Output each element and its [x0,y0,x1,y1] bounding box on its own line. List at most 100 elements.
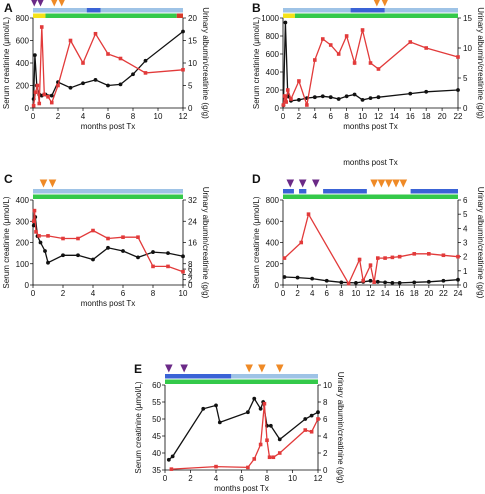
treatment-bar-segment [283,8,351,13]
y-right-tick-label: 20 [188,14,197,23]
creatinine-point [441,278,446,283]
treatment-bar-segment [165,379,318,384]
creatinine-point [245,410,250,415]
y-right-tick-label: 6 [463,196,468,205]
creatinine-point [91,257,95,262]
treatment-bar-segment [283,13,295,18]
albumin-point [81,61,85,65]
albumin-point [383,256,387,260]
treatment-arrow-icon [312,179,320,188]
albumin-point [408,40,413,44]
creatinine-point [143,58,148,63]
creatinine-point [375,279,380,284]
creatinine-point [282,275,287,279]
albumin-point [32,208,37,213]
treatment-arrow-icon [392,179,400,188]
albumin-point [456,254,460,259]
albumin-point [106,52,110,56]
y-right-tick-label: 0 [463,104,468,113]
panel-letter: E [134,362,142,376]
albumin-point [68,38,73,43]
panel-letter: D [252,172,261,186]
x-axis-title: months post Tx [214,484,269,493]
treatment-arrow-icon [373,0,380,7]
albumin-point [46,94,50,99]
x-tick-label: 16 [395,289,404,298]
creatinine-point [383,280,387,285]
y-right-tick-label: 10 [323,381,332,390]
y-right-tick-label: 3 [463,239,468,248]
x-tick-label: 6 [329,112,334,121]
y-right-tick-label: 0 [323,466,328,475]
albumin-point [121,235,125,239]
y-left-tick-label: 600 [16,37,30,46]
albumin-point [136,235,140,239]
creatinine-line [32,30,184,100]
x-tick-label: 8 [339,289,344,298]
y-right-tick-label: 15 [188,37,197,46]
albumin-point [375,256,380,260]
creatinine-point [412,280,417,285]
creatinine-point [252,396,257,401]
x-tick-label: 24 [454,289,463,298]
creatinine-point [344,94,349,99]
x-tick-label: 2 [61,289,66,298]
albumin-point [368,263,373,267]
x-tick-label: 12 [366,289,375,298]
treatment-arrow-icon [286,179,295,188]
creatinine-point [151,250,155,254]
albumin-point [33,90,38,95]
x-tick-label: 2 [56,112,61,121]
treatment-arrow-icon [381,0,388,7]
treatment-arrow-icon [51,0,58,7]
y-right-tick-label: 2 [323,449,328,458]
albumin-point [262,401,267,406]
x-tick-label: 0 [281,289,286,298]
treatment-bar-segment [231,374,318,379]
y-left-tick-label: 600 [266,50,280,59]
y-left-axis-title: Serum creatinine (μmol/L) [134,381,143,474]
albumin-point [106,236,110,241]
albumin-point [214,464,218,469]
creatinine-point [49,93,54,98]
albumin-point [34,230,38,234]
x-tick-label: 22 [454,112,463,121]
x-tick-label: 18 [422,112,431,121]
treatment-arrow-icon [298,179,307,188]
albumin-point [35,83,40,88]
creatinine-point [38,240,43,245]
albumin-point [320,37,325,41]
y-left-axis-title: Serum creatinine (μmol/L) [252,196,261,289]
y-left-tick-label: 400 [16,59,30,68]
albumin-point [118,56,123,61]
treatment-bar-segment [86,8,101,13]
albumin-point [31,103,36,108]
x-tick-label: 6 [325,289,330,298]
creatinine-point [118,82,123,87]
albumin-point [289,97,293,101]
y-left-tick-label: 200 [266,86,280,95]
x-axis-title: months post Tx [81,299,136,308]
x-tick-label: 12 [179,112,188,121]
treatment-bar-segment [283,189,294,194]
albumin-point [181,269,185,274]
albumin-point [169,467,174,471]
x-tick-label: 0 [31,289,36,298]
treatment-bar-segment [45,13,177,18]
albumin-point [390,255,395,260]
creatinine-line [168,397,319,461]
panel-e: E 0 2 4 6 8 10 12 35 40 45 50 55 60 0 2 4 6 8 10 months post… [134,362,345,493]
creatinine-point [201,406,206,411]
creatinine-point [324,278,329,283]
creatinine-point [166,251,170,256]
x-tick-label: 2 [188,474,193,483]
creatinine-point [68,85,73,90]
y-right-tick-label: 15 [463,14,472,23]
creatinine-point [181,254,185,259]
treatment-arrow-icon [180,364,188,373]
y-left-tick-label: 0 [25,104,30,113]
treatment-bar-segment [294,13,458,18]
y-left-tick-label: 40 [152,449,161,458]
